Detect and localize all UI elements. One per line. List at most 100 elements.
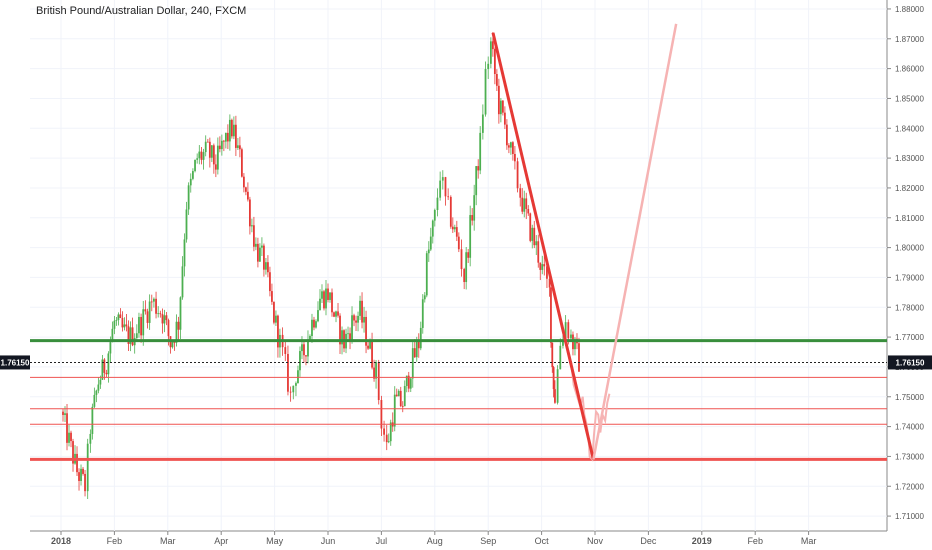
candle [236,145,239,148]
candle [131,327,134,346]
x-tick-label: Feb [747,536,763,546]
y-tick-label: 1.81000 [895,214,924,223]
last-price-label-left: 1.76150 [1,358,30,367]
candle [427,249,430,254]
candle [535,241,538,246]
candle [415,341,418,358]
candle [232,124,235,137]
trend-line [491,32,595,460]
candle [269,272,271,292]
candle [533,227,536,246]
candle [129,327,132,344]
candle [253,225,255,247]
candle [99,379,102,385]
candle [447,196,450,198]
candle [175,321,178,343]
candle [521,197,524,212]
candle [259,247,261,262]
candle [95,390,98,395]
candle [72,441,74,464]
candle [228,119,231,142]
candle [487,63,490,70]
candle [210,145,213,158]
candle [567,322,570,339]
candle [369,341,371,349]
candle [148,301,151,323]
candle [115,320,118,321]
candle [531,227,534,241]
candle [181,266,184,298]
candle [222,140,225,142]
candle [123,324,126,328]
candle [559,345,562,370]
candle [413,348,416,358]
candle [97,384,100,391]
chart-title: British Pound/Australian Dollar, 240, FX… [36,5,247,17]
candle [501,100,504,113]
candle [91,406,94,434]
candle [127,326,130,344]
candle [125,324,128,327]
candle [436,197,439,210]
last-price-label-left-bg [0,355,30,370]
last-price-label-right-bg [888,355,932,370]
candle [543,264,546,267]
candle [267,262,269,273]
candle [167,320,170,337]
candle [351,315,353,340]
x-tick-label: Nov [587,536,604,546]
candle [311,319,313,336]
candle [309,335,311,340]
x-tick-label: Jun [321,536,336,546]
y-tick-label: 1.87000 [895,35,924,44]
candle [161,314,164,324]
candle [377,362,380,401]
candle [463,269,466,283]
candle [208,141,211,158]
candle [411,348,414,379]
candle [387,441,390,443]
candle [455,227,458,237]
candle [76,453,78,473]
candle [220,140,223,150]
candle [425,253,428,296]
candle [484,69,487,115]
candle [261,245,263,248]
candle [295,383,297,386]
candle [218,145,221,150]
candle [307,339,309,357]
candle [119,314,122,318]
candle [495,74,498,86]
candle [212,145,215,165]
candle [539,262,542,270]
x-tick-label: Mar [160,536,176,546]
candle [101,359,104,380]
candle [82,468,84,474]
candle [429,236,432,250]
candle [317,310,319,322]
candle [460,249,463,270]
candle [375,362,377,379]
candle [373,367,375,379]
candle [297,370,299,384]
candle [251,225,253,227]
candle [529,213,532,241]
candle [548,278,551,288]
candle [64,413,66,415]
candle [359,300,361,316]
candle [200,151,203,160]
candle [323,291,325,309]
candle [198,151,201,159]
candle [349,333,351,340]
y-tick-label: 1.85000 [895,94,924,103]
candle [397,390,400,397]
x-tick-label: Oct [535,536,550,546]
candle [216,145,219,170]
candle [159,313,162,315]
y-tick-label: 1.86000 [895,65,924,74]
candle [242,176,245,188]
candle [135,333,138,339]
candle [514,153,516,162]
candle [155,298,157,314]
